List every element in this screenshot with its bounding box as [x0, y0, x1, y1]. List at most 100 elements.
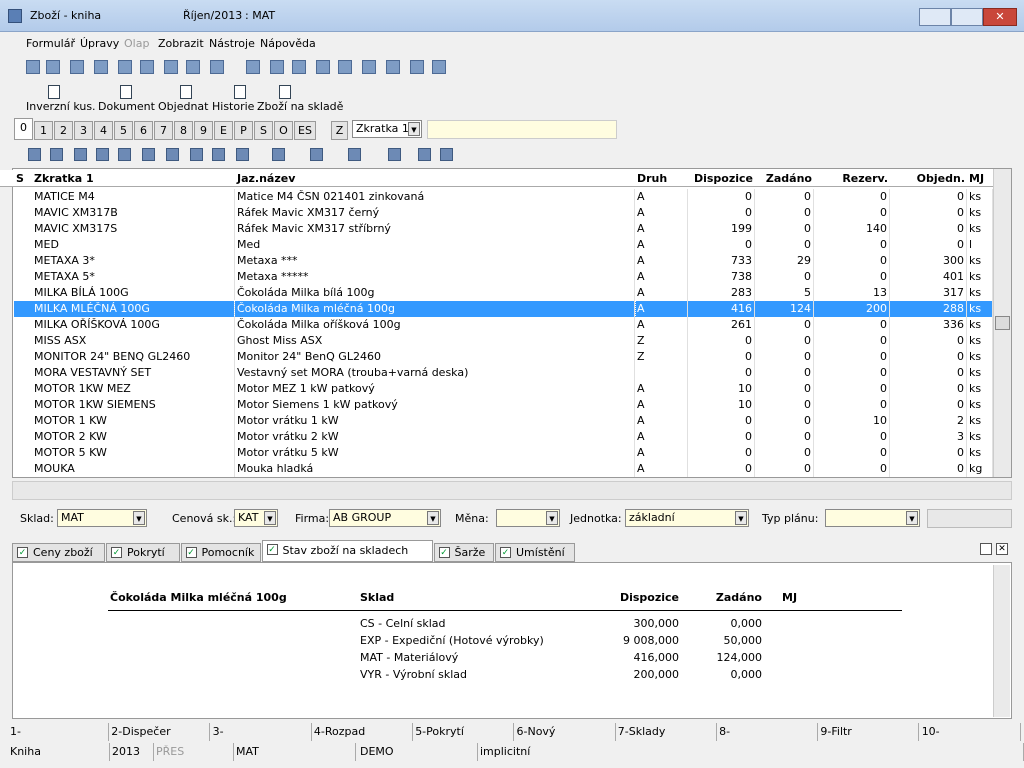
nav-icon[interactable] [50, 148, 63, 161]
function-key[interactable]: 10- [920, 723, 1021, 741]
maximize-button[interactable] [951, 8, 983, 26]
column-header[interactable]: Objedn. [916, 172, 965, 185]
toolbar-icon[interactable] [180, 85, 192, 99]
detail-tab[interactable]: ✓ Stav zboží na skladech [261, 540, 433, 562]
checkbox[interactable]: ✓ [266, 544, 278, 555]
detail-tab[interactable]: ✓ Umístění [495, 543, 575, 562]
toolbar-icon[interactable] [432, 60, 446, 74]
nav-icon[interactable] [440, 148, 453, 161]
table-row[interactable]: MAVIC XM317S Ráfek Mavic XM317 stříbrný A 1… [14, 221, 994, 237]
dropdown-arrow[interactable]: ▼ [408, 122, 420, 136]
toolbar-icon[interactable] [26, 60, 40, 74]
tab[interactable]: 4 [94, 121, 113, 140]
nav-icon[interactable] [74, 148, 87, 161]
toolbar-icon[interactable] [362, 60, 376, 74]
toolbar-button[interactable]: Zboží na skladě [257, 100, 344, 113]
filter-combo[interactable]: KAT ▼ [234, 509, 278, 527]
table-row[interactable]: MOUKA Mouka hladká A 0 0 0 0 kg [14, 461, 994, 477]
dropdown-arrow[interactable]: ▼ [427, 511, 439, 525]
checkbox[interactable]: ✓ [111, 547, 122, 558]
panel-close[interactable]: ✕ [996, 543, 1008, 555]
toolbar-icon[interactable] [118, 60, 132, 74]
tab[interactable]: P [234, 121, 253, 140]
toolbar-icon[interactable] [140, 60, 154, 74]
table-row[interactable]: MED Med A 0 0 0 0 l [14, 237, 994, 253]
tab[interactable]: 7 [154, 121, 173, 140]
table-row[interactable]: MILKA BÍLÁ 100G Čokoláda Milka bílá 100g A… [14, 285, 994, 301]
menu-item[interactable]: Úpravy [80, 37, 120, 50]
tab[interactable]: 0 [14, 118, 33, 140]
dropdown-arrow[interactable]: ▼ [133, 511, 145, 525]
tab[interactable]: 3 [74, 121, 93, 140]
toolbar-icon[interactable] [210, 60, 224, 74]
scrollbar[interactable] [993, 169, 1011, 477]
column-header[interactable]: Dispozice [693, 172, 753, 185]
nav-icon[interactable] [96, 148, 109, 161]
tab[interactable]: 8 [174, 121, 193, 140]
nav-icon[interactable] [236, 148, 249, 161]
detail-tab[interactable]: ✓ Pomocník [180, 543, 261, 562]
search-field[interactable] [427, 120, 617, 139]
nav-icon[interactable] [142, 148, 155, 161]
function-key[interactable]: 1- [8, 723, 109, 741]
dropdown-arrow[interactable]: ▼ [906, 511, 918, 525]
filter-combo[interactable]: MAT ▼ [57, 509, 147, 527]
toolbar-icon[interactable] [186, 60, 200, 74]
menu-item[interactable]: Olap [124, 37, 150, 50]
table-row[interactable]: MATICE M4 Matice M4 ČSN 021401 zinkovaná A… [14, 189, 994, 205]
sort-combo[interactable]: Zkratka 1 ▼ [352, 120, 422, 138]
nav-icon[interactable] [348, 148, 361, 161]
toolbar-icon[interactable] [270, 60, 284, 74]
table-row[interactable]: MOTOR 1 KW Motor vrátku 1 kW A 0 0 10 2 ks [14, 413, 994, 429]
column-header[interactable]: S [16, 172, 24, 185]
menu-item[interactable]: Nápověda [260, 37, 316, 50]
close-button[interactable]: ✕ [983, 8, 1017, 26]
detail-tab[interactable]: ✓ Ceny zboží [12, 543, 105, 562]
toolbar-icon[interactable] [246, 60, 260, 74]
nav-icon[interactable] [190, 148, 203, 161]
checkbox[interactable]: ✓ [185, 547, 197, 558]
nav-icon[interactable] [118, 148, 131, 161]
function-key[interactable]: 4-Rozpad [312, 723, 413, 741]
checkbox[interactable]: ✓ [17, 547, 28, 558]
toolbar-button[interactable]: Historie [212, 100, 255, 113]
tab[interactable]: E [214, 121, 233, 140]
function-key[interactable]: 2-Dispečer [109, 723, 211, 741]
column-header[interactable]: Zadáno [765, 172, 812, 185]
toolbar-icon[interactable] [48, 85, 60, 99]
nav-icon[interactable] [418, 148, 431, 161]
function-key[interactable]: 7-Sklady [616, 723, 717, 741]
filter-combo[interactable]: základní ▼ [625, 509, 749, 527]
tab[interactable]: S [254, 121, 273, 140]
table-row[interactable]: MOTOR 5 KW Motor vrátku 5 kW A 0 0 0 0 ks [14, 445, 994, 461]
column-header[interactable]: Druh [637, 172, 668, 185]
nav-icon[interactable] [212, 148, 225, 161]
tab[interactable]: 9 [194, 121, 213, 140]
function-key[interactable]: 6-Nový [515, 723, 616, 741]
dropdown-arrow[interactable]: ▼ [735, 511, 747, 525]
menu-item[interactable]: Formulář [26, 37, 76, 50]
table-row[interactable]: METAXA 3* Metaxa *** A 733 29 0 300 ks [14, 253, 994, 269]
detail-scrollbar[interactable] [993, 565, 1010, 717]
nav-icon[interactable] [28, 148, 41, 161]
menu-item[interactable]: Nástroje [209, 37, 255, 50]
toolbar-icon[interactable] [386, 60, 400, 74]
filter-combo[interactable]: ▼ [825, 509, 920, 527]
checkbox[interactable]: ✓ [438, 547, 450, 558]
tab[interactable]: O [274, 121, 293, 140]
table-row[interactable]: MOTOR 1KW SIEMENS Motor Siemens 1 kW patk… [14, 397, 994, 413]
nav-icon[interactable] [310, 148, 323, 161]
function-key[interactable]: 5-Pokrytí [413, 723, 515, 741]
tab[interactable]: 1 [34, 121, 53, 140]
toolbar-icon[interactable] [120, 85, 132, 99]
dropdown-arrow[interactable]: ▼ [546, 511, 558, 525]
filter-combo[interactable]: ▼ [496, 509, 560, 527]
nav-icon[interactable] [272, 148, 285, 161]
function-key[interactable]: 8- [717, 723, 819, 741]
table-row[interactable]: MOTOR 2 KW Motor vrátku 2 kW A 0 0 0 3 ks [14, 429, 994, 445]
toolbar-icon[interactable] [234, 85, 246, 99]
table-row[interactable]: MISS ASX Ghost Miss ASX Z 0 0 0 0 ks [14, 333, 994, 349]
table-row[interactable]: METAXA 5* Metaxa ***** A 738 0 0 401 ks [14, 269, 994, 285]
toolbar-icon[interactable] [316, 60, 330, 74]
tab[interactable]: 2 [54, 121, 73, 140]
